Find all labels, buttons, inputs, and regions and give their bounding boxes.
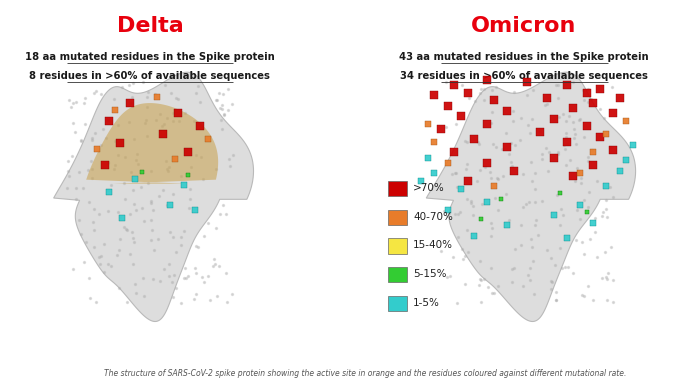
Text: 40-70%: 40-70% xyxy=(413,212,453,222)
Polygon shape xyxy=(426,72,636,321)
Text: 5-15%: 5-15% xyxy=(413,269,447,279)
Text: Omicron: Omicron xyxy=(471,16,577,36)
Polygon shape xyxy=(86,103,218,184)
Text: 18 aa mutated residues in the Spike protein: 18 aa mutated residues in the Spike prot… xyxy=(25,52,275,62)
FancyBboxPatch shape xyxy=(388,210,407,225)
Text: >70%: >70% xyxy=(413,183,445,193)
FancyBboxPatch shape xyxy=(388,239,407,254)
FancyBboxPatch shape xyxy=(388,267,407,282)
Text: 34 residues in >60% of available sequences: 34 residues in >60% of available sequenc… xyxy=(400,71,648,81)
FancyBboxPatch shape xyxy=(388,296,407,311)
FancyBboxPatch shape xyxy=(388,181,407,196)
Text: 1-5%: 1-5% xyxy=(413,298,440,308)
Text: 43 aa mutated residues in the Spike protein: 43 aa mutated residues in the Spike prot… xyxy=(399,52,649,62)
Text: 8 residues in >60% of available sequences: 8 residues in >60% of available sequence… xyxy=(29,71,270,81)
Text: 15-40%: 15-40% xyxy=(413,240,454,250)
Text: Delta: Delta xyxy=(116,16,183,36)
Polygon shape xyxy=(54,72,253,321)
Text: The structure of SARS-CoV-2 spike protein showing the active site in orange and : The structure of SARS-CoV-2 spike protei… xyxy=(104,369,626,378)
